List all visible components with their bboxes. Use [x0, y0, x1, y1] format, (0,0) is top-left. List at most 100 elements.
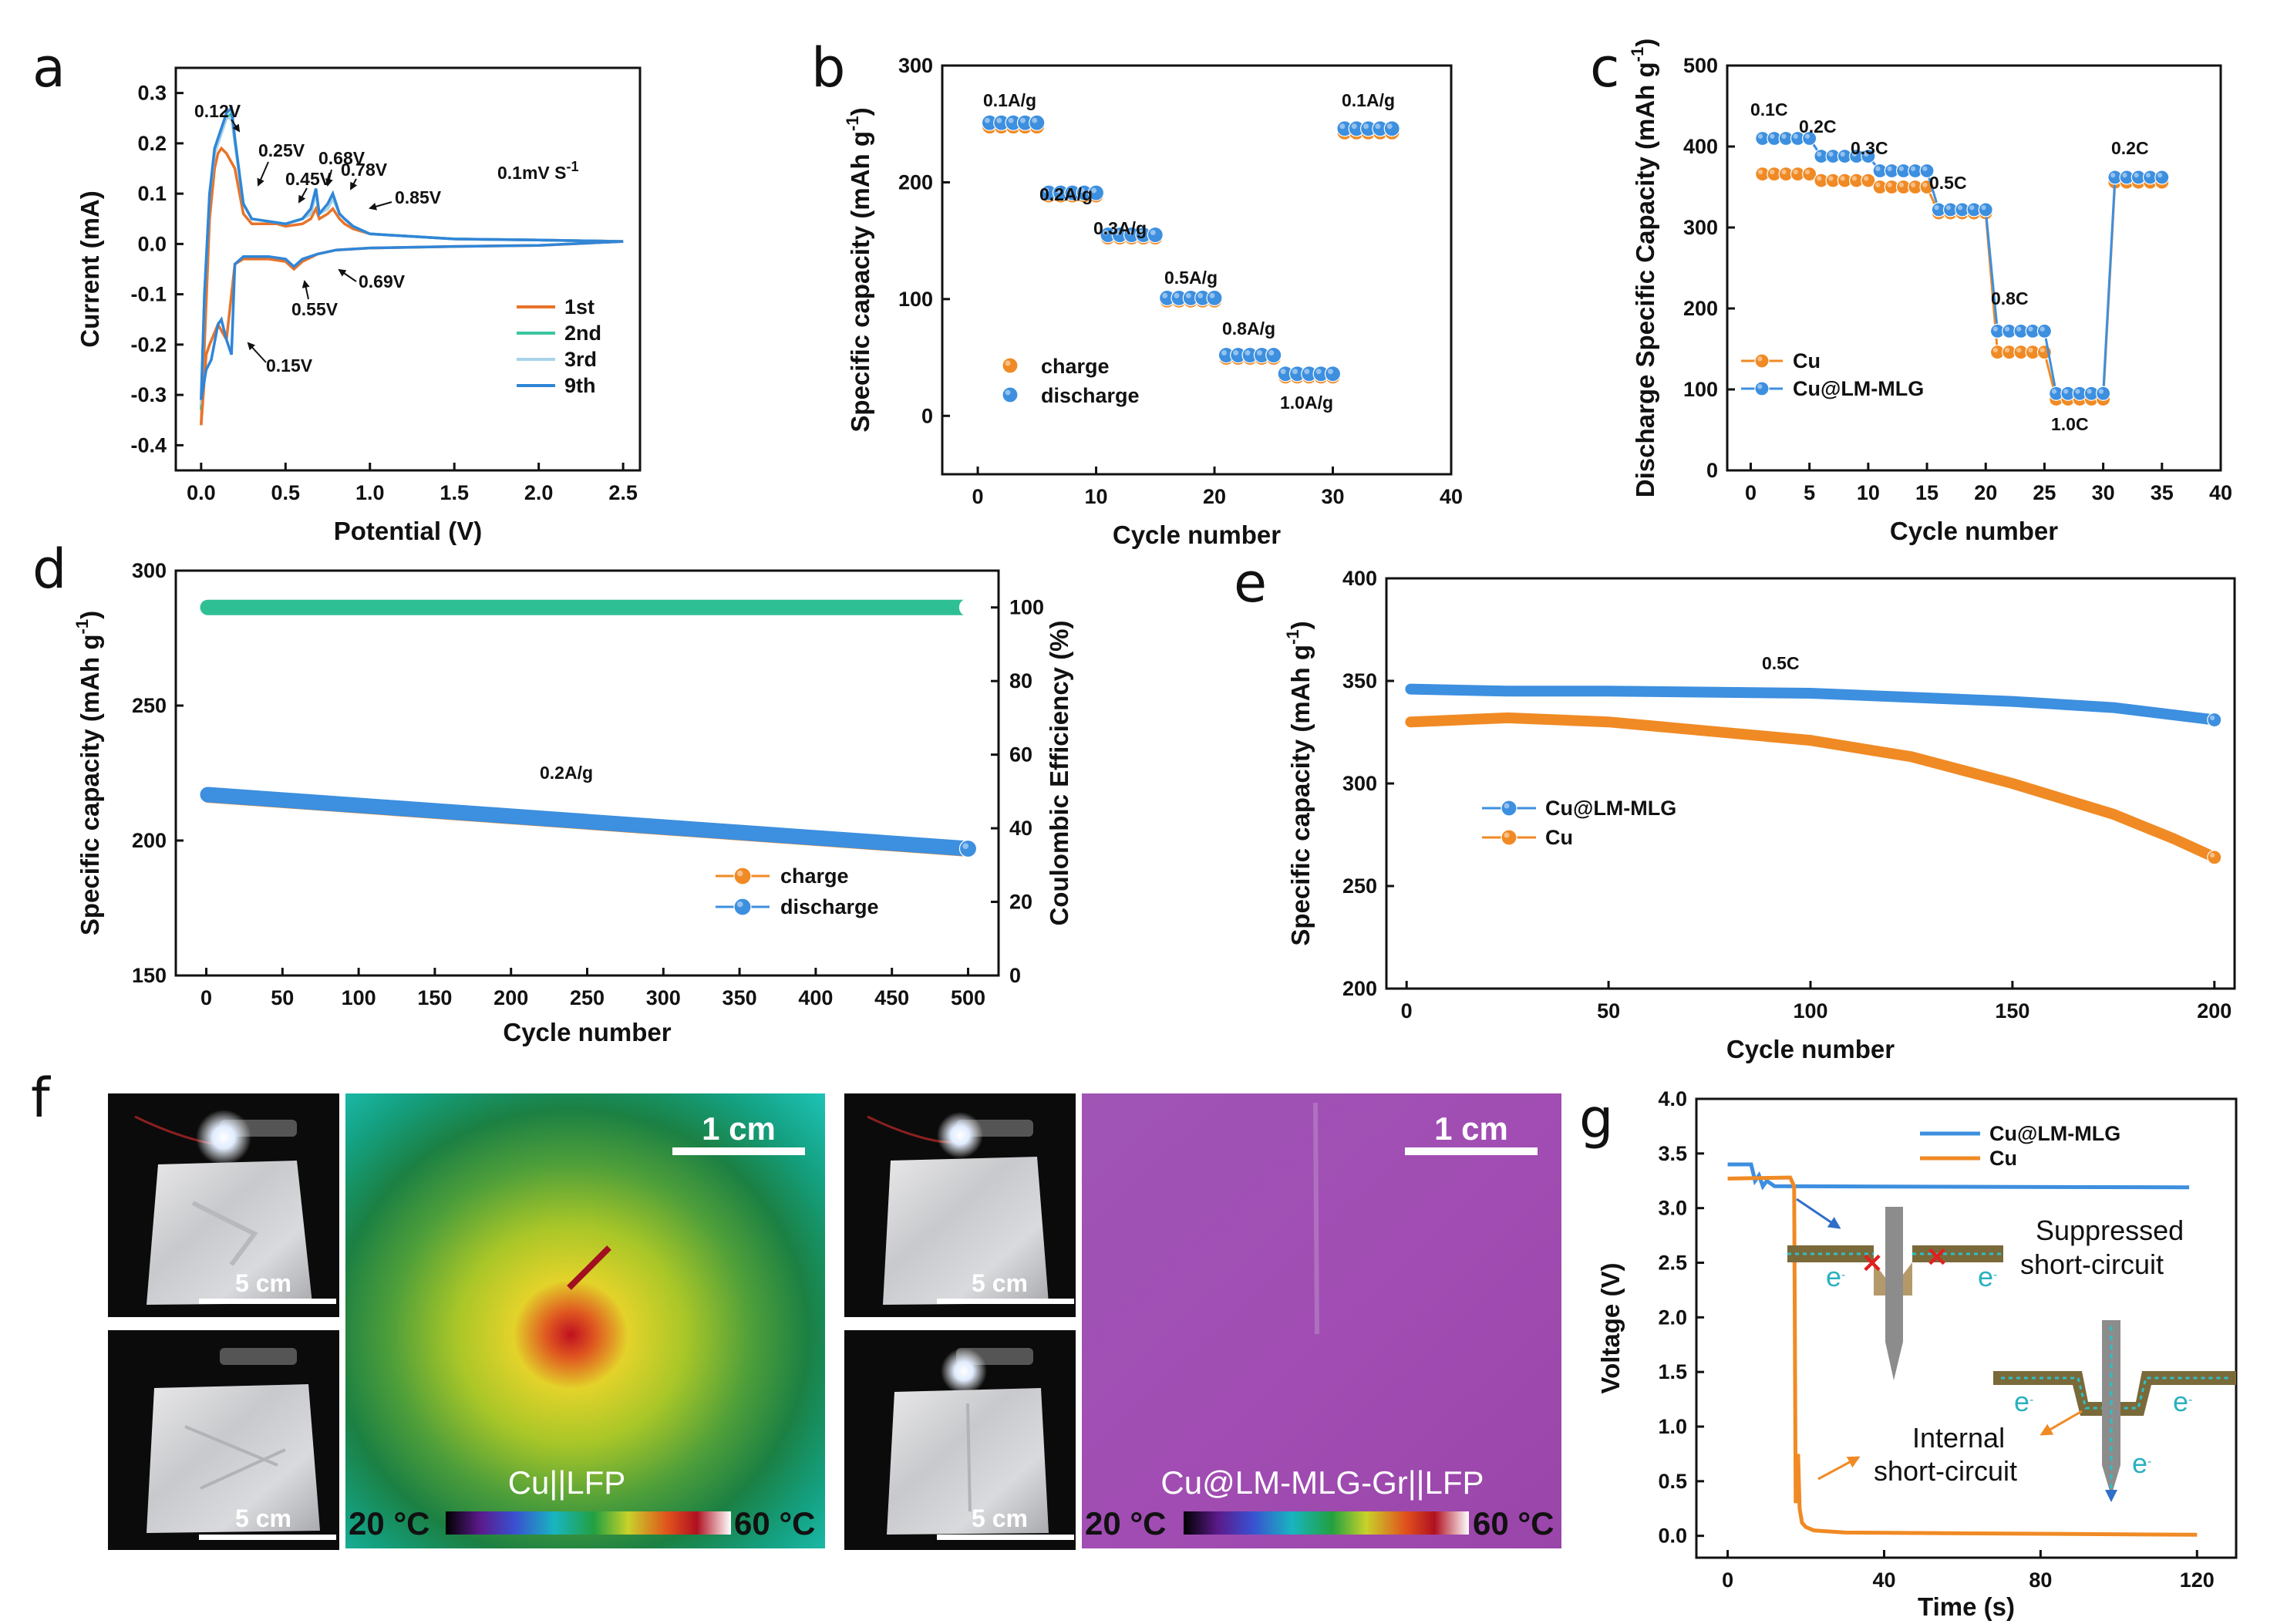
data-point-discharge-highlight [1103, 230, 1109, 236]
plot-frame [941, 64, 1453, 476]
data-point-Cu-highlight [2028, 347, 2033, 353]
legend-marker [1002, 357, 1019, 374]
sample-label: Cu||LFP [508, 1464, 626, 1501]
x-tick-label: 25 [2033, 481, 2056, 504]
data-point-discharge [1029, 114, 1046, 131]
x-tick-label: 2.5 [608, 481, 638, 504]
data-point-discharge-highlight [1268, 350, 1275, 356]
y-axis-label-main: Current (mA) [76, 190, 104, 348]
y-tick-label: 350 [1342, 669, 1377, 692]
y-axis-label-sup: -1 [1283, 629, 1302, 645]
data-point-Cu@LM-MLG-highlight [2075, 389, 2080, 394]
x-tick-label: 30 [1321, 485, 1344, 508]
x-tick-label: 300 [646, 986, 681, 1009]
x-tick-label: 40 [1440, 485, 1463, 508]
data-point-Cu@LM-MLG [1802, 130, 1817, 147]
x-tick-label: 40 [2209, 481, 2232, 504]
rate-label: 0.3C [1851, 138, 1888, 158]
x-tick-label: 50 [1597, 999, 1620, 1023]
data-point-discharge [1087, 184, 1105, 201]
x-tick-label: 0 [1722, 1568, 1733, 1592]
x-tick-label: 250 [570, 986, 605, 1009]
photo-cu-lm-mlg-bottom: 5 cm [844, 1330, 1076, 1550]
data-point-discharge-highlight [1221, 350, 1227, 356]
scan-rate-note: 0.1mV S-1 [497, 159, 579, 183]
panel-label-g: g [1579, 1087, 1613, 1151]
data-point-Cu@LM-MLG [1978, 202, 1993, 217]
capacity-end-marker [958, 839, 978, 858]
chart-g-voltage: 0 40 80 120 0.0 0.5 1.0 1.5 2.0 2.5 3.0 3.5 4.0 Time … [1596, 1087, 2238, 1621]
cv-series-9th-reverse [200, 240, 624, 400]
plot-frame [1726, 64, 2222, 472]
data-point-Cu@LM-MLG-highlight [1934, 205, 1939, 211]
electron-charge: - [2188, 1393, 2192, 1407]
panel-label-f: f [31, 1066, 51, 1130]
y-tick-label: 200 [1683, 297, 1718, 320]
rate-label: 0.2C [2111, 138, 2149, 158]
data-point-discharge-highlight [1043, 187, 1049, 194]
legend-label: Cu [1793, 349, 1821, 372]
rate-label: 0.3A/g [1093, 218, 1147, 238]
y2-tick-label: 40 [1009, 817, 1032, 840]
data-point-Cu-highlight [1781, 169, 1787, 175]
data-point-Cu-highlight [2004, 347, 2010, 353]
data-point-Cu@LM-MLG-highlight [2004, 326, 2010, 332]
data-point-discharge-highlight [1114, 230, 1120, 236]
peak-arrow [350, 178, 358, 190]
legend-label: Cu@LM-MLG [1793, 377, 1924, 400]
data-point-discharge-highlight [1351, 123, 1357, 130]
data-point-Cu [1802, 167, 1817, 182]
data-point-discharge [1265, 346, 1282, 364]
y2-axis-label: Coulombic Efficiency (%) [1045, 620, 1073, 925]
y-axis-label: Discharge Specific Capacity (mAh g-1) [1628, 39, 1659, 497]
nail [2102, 1320, 2120, 1496]
y-tick-label: -0.4 [130, 433, 167, 457]
block-mark: ✕ [1926, 1243, 1949, 1272]
data-point-discharge-highlight [1091, 187, 1097, 194]
electrode-bent [1993, 1371, 2236, 1416]
rate-label: 0.5C [1929, 173, 1967, 193]
x-axis-label: Potential (V) [334, 517, 483, 545]
series-end-marker [2207, 850, 2222, 865]
electron-charge: - [2147, 1455, 2151, 1468]
rate-label: 0.8A/g [1222, 318, 1275, 339]
data-point-discharge-highlight [1245, 350, 1251, 356]
data-point-Cu@LM-MLG-highlight [2134, 173, 2139, 178]
y-tick-label: 500 [1683, 54, 1718, 77]
legend-label: Cu@LM-MLG [1989, 1122, 2120, 1145]
data-point-Cu@LM-MLG-highlight [2016, 326, 2022, 332]
y-tick-label: 0.0 [137, 232, 167, 255]
data-point-Cu@LM-MLG-highlight [1840, 151, 1845, 157]
panel-f-photos: 5 cm 5 cm 1 cm Cu||LFP 20 °C 60 °C [108, 1093, 1561, 1550]
panel-label-c: c [1590, 36, 1620, 99]
x-tick-label: 100 [342, 986, 376, 1009]
rate-label: 0.1A/g [983, 90, 1036, 110]
y2-tick-label: 0 [1009, 964, 1021, 987]
panel-label-a: a [32, 36, 66, 99]
scale-bar-label: 1 cm [1434, 1110, 1508, 1147]
data-point-Cu@LM-MLG [1861, 149, 1876, 164]
x-axis-label: Cycle number [1113, 521, 1281, 549]
data-point-Cu-highlight [1922, 182, 1928, 187]
peak-annotation: 0.15V [266, 355, 313, 376]
x-tick-label: 120 [2180, 1568, 2215, 1592]
legend-marker-highlight [736, 901, 743, 908]
rate-label: 0.1A/g [1342, 90, 1395, 110]
y-tick-label: 0.0 [1658, 1525, 1687, 1548]
data-point-discharge-highlight [1233, 350, 1239, 356]
series-band-Cu [1405, 712, 2220, 863]
data-point-Cu@LM-MLG-highlight [1898, 166, 1905, 171]
y-tick-label: 3.5 [1658, 1142, 1687, 1165]
y-tick-label: 400 [1683, 135, 1718, 158]
data-point-discharge-highlight [1256, 350, 1262, 356]
x-axis-label: Cycle number [1726, 1035, 1895, 1063]
data-point-Cu-highlight [1887, 182, 1892, 187]
peak-annotation: 0.55V [291, 299, 339, 319]
data-point-Cu@LM-MLG-highlight [2087, 389, 2092, 394]
y-tick-label: 400 [1342, 567, 1377, 590]
data-point-discharge-highlight [1150, 230, 1156, 236]
data-point-Cu@LM-MLG-highlight [1793, 133, 1798, 139]
photo-cu-lm-mlg-top: 5 cm [844, 1093, 1076, 1317]
series-band-Cu@LM-MLG [1405, 683, 2220, 726]
